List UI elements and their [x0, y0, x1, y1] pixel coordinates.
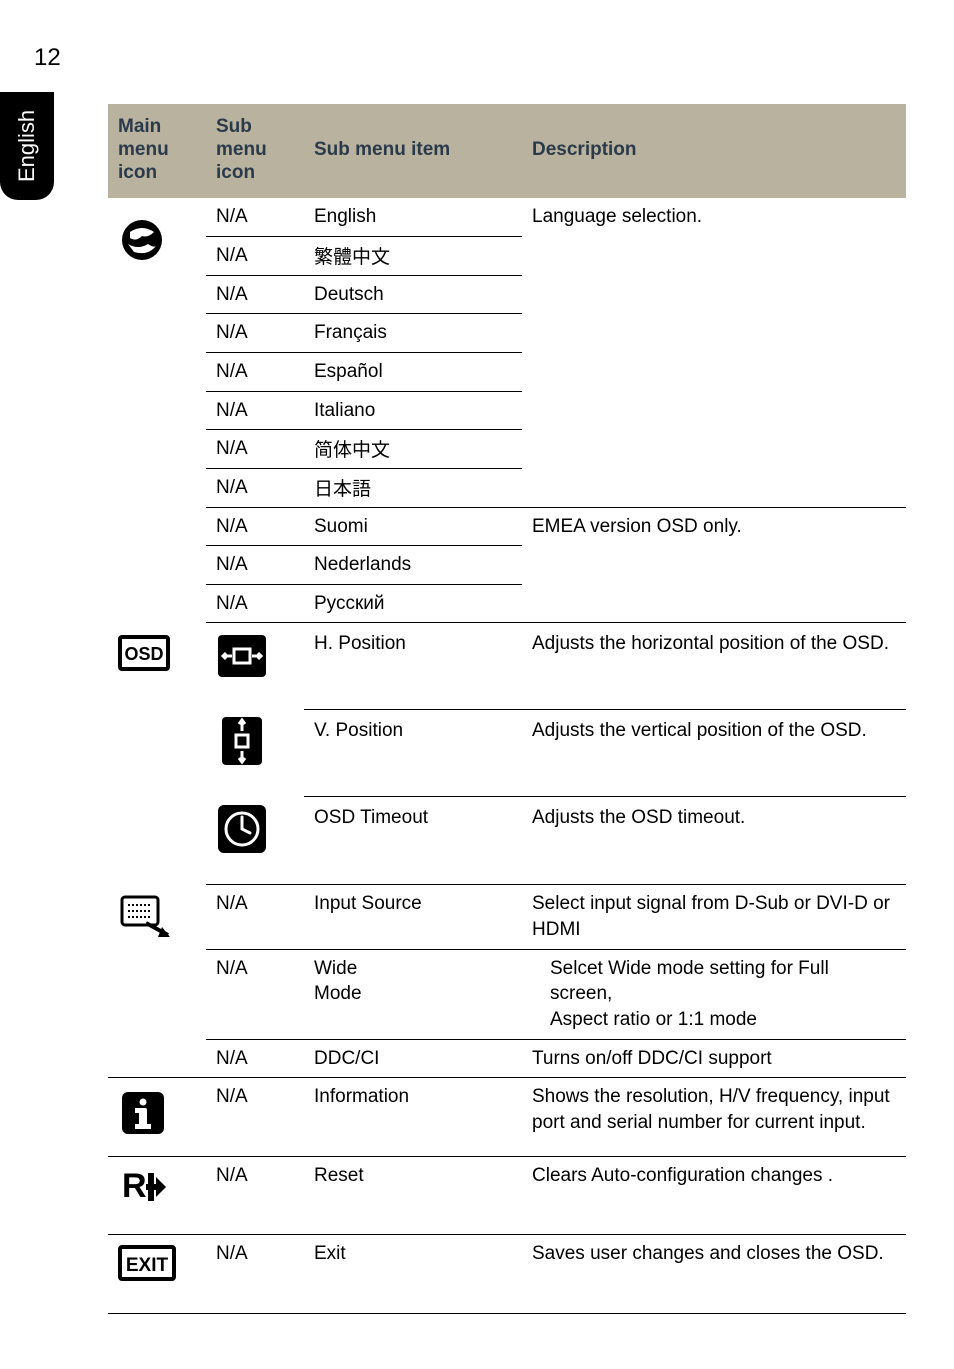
sub-icon-na: N/A — [206, 275, 304, 314]
item-japanese: 日本語 — [304, 468, 522, 507]
page-number: 12 — [34, 44, 61, 72]
osd-menu-table: Main menu icon Sub menu icon Sub menu it… — [108, 104, 906, 1314]
sub-icon-na: N/A — [206, 430, 304, 469]
information-icon — [118, 1088, 168, 1146]
page: 12 English Main menu icon Sub menu icon … — [0, 0, 954, 1369]
table-row: R N/A Reset Clears Auto-configuration ch… — [108, 1156, 906, 1235]
table-row: N/A Nederlands — [108, 546, 906, 585]
desc-wide-mode-1: Selcet Wide mode setting for Full screen… — [550, 956, 896, 1007]
item-espanol: Español — [304, 352, 522, 391]
desc-wide-mode-2: Aspect ratio or 1:1 mode — [550, 1007, 896, 1033]
svg-text:OSD: OSD — [124, 644, 163, 664]
col-sub-menu-icon: Sub menu icon — [206, 104, 304, 198]
sub-icon-na: N/A — [206, 1039, 304, 1078]
table-row: N/A 繁體中文 — [108, 237, 906, 276]
sub-icon-na: N/A — [206, 507, 304, 546]
sub-icon-na: N/A — [206, 468, 304, 507]
desc-ddc-ci: Turns on/off DDC/CI support — [522, 1039, 906, 1078]
item-wide-mode-2: Mode — [314, 981, 512, 1007]
table-row: N/A Information Shows the resolution, H/… — [108, 1078, 906, 1157]
table-row: N/A 简体中文 — [108, 430, 906, 469]
desc-information: Shows the resolution, H/V frequency, inp… — [522, 1078, 906, 1157]
table-row: N/A Italiano — [108, 391, 906, 430]
item-italiano: Italiano — [304, 391, 522, 430]
item-simp-chinese: 简体中文 — [304, 430, 522, 469]
table-row: OSD Timeout Adjusts the OSD timeout. — [108, 797, 906, 885]
table-row: EXIT N/A Exit Saves user changes and clo… — [108, 1235, 906, 1314]
input-source-icon — [118, 893, 172, 951]
sub-icon-na: N/A — [206, 885, 304, 949]
table-row: N/A 日本語 — [108, 468, 906, 507]
item-nederlands: Nederlands — [304, 546, 522, 585]
desc-input-source: Select input signal from D-Sub or DVI-D … — [522, 885, 906, 949]
item-trad-chinese: 繁體中文 — [304, 237, 522, 276]
v-position-icon — [216, 715, 268, 775]
table-row: N/A Wide Mode Selcet Wide mode setting f… — [108, 949, 906, 1039]
item-input-source: Input Source — [304, 885, 522, 949]
item-francais: Français — [304, 314, 522, 353]
item-wide-mode-1: Wide — [314, 956, 512, 982]
svg-text:R: R — [122, 1167, 147, 1205]
sub-icon-na: N/A — [206, 546, 304, 585]
sub-icon-na: N/A — [206, 1235, 304, 1314]
sub-icon-na: N/A — [206, 949, 304, 1039]
sub-icon-na: N/A — [206, 314, 304, 353]
desc-reset: Clears Auto-configuration changes . — [522, 1156, 906, 1235]
table-row: N/A Français — [108, 314, 906, 353]
col-main-menu-icon: Main menu icon — [108, 104, 206, 198]
table-row: N/A Русский — [108, 584, 906, 623]
svg-text:EXIT: EXIT — [126, 1255, 169, 1276]
table-row: N/A Suomi EMEA version OSD only. — [108, 507, 906, 546]
table-row: N/A DDC/CI Turns on/off DDC/CI support — [108, 1039, 906, 1078]
sub-icon-na: N/A — [206, 391, 304, 430]
desc-exit: Saves user changes and closes the OSD. — [522, 1235, 906, 1314]
table-row: V. Position Adjusts the vertical positio… — [108, 709, 906, 797]
exit-icon: EXIT — [118, 1243, 176, 1291]
clock-icon — [216, 803, 268, 863]
item-osd-timeout: OSD Timeout — [304, 797, 522, 885]
table-row: N/A Input Source Select input signal fro… — [108, 885, 906, 949]
table-row: N/A English Language selection. — [108, 198, 906, 236]
sub-icon-na: N/A — [206, 198, 304, 236]
sub-icon-na: N/A — [206, 237, 304, 276]
item-russian: Русский — [304, 584, 522, 623]
table-row: N/A Español — [108, 352, 906, 391]
item-english: English — [304, 198, 522, 236]
desc-v-position: Adjusts the vertical position of the OSD… — [522, 709, 906, 797]
sub-icon-na: N/A — [206, 1078, 304, 1157]
desc-language-selection: Language selection. — [522, 198, 906, 236]
side-tab-english: English — [0, 92, 54, 200]
globe-icon — [118, 216, 166, 272]
col-description: Description — [522, 104, 906, 198]
desc-h-position: Adjusts the horizontal position of the O… — [522, 623, 906, 709]
sub-icon-na: N/A — [206, 1156, 304, 1235]
item-suomi: Suomi — [304, 507, 522, 546]
sub-icon-na: N/A — [206, 584, 304, 623]
desc-emea: EMEA version OSD only. — [522, 507, 906, 546]
table-row: OSD H — [108, 623, 906, 709]
item-information: Information — [304, 1078, 522, 1157]
item-h-position: H. Position — [304, 623, 522, 709]
item-v-position: V. Position — [304, 709, 522, 797]
reset-icon: R — [118, 1165, 168, 1217]
sub-icon-na: N/A — [206, 352, 304, 391]
item-ddc-ci: DDC/CI — [304, 1039, 522, 1078]
osd-icon: OSD — [118, 633, 170, 681]
item-reset: Reset — [304, 1156, 522, 1235]
desc-osd-timeout: Adjusts the OSD timeout. — [522, 797, 906, 885]
table-row: N/A Deutsch — [108, 275, 906, 314]
col-sub-menu-item: Sub menu item — [304, 104, 522, 198]
table-header-row: Main menu icon Sub menu icon Sub menu it… — [108, 104, 906, 198]
item-exit: Exit — [304, 1235, 522, 1314]
h-position-icon — [216, 633, 268, 687]
item-deutsch: Deutsch — [304, 275, 522, 314]
